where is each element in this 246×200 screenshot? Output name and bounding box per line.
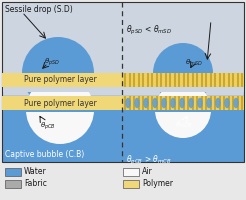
Text: $\theta_{mSD}$: $\theta_{mSD}$	[185, 58, 203, 68]
Text: Polymer: Polymer	[142, 180, 173, 188]
Text: Captive bubble (C.B): Captive bubble (C.B)	[5, 150, 84, 159]
Ellipse shape	[233, 98, 239, 108]
Ellipse shape	[134, 98, 140, 108]
Ellipse shape	[161, 98, 167, 108]
Ellipse shape	[125, 98, 131, 108]
Text: Pure polymer layer: Pure polymer layer	[24, 98, 96, 108]
Text: $\theta_{pCB}$ > $\theta_{mCB}$: $\theta_{pCB}$ > $\theta_{mCB}$	[126, 154, 172, 167]
Text: Air: Air	[142, 168, 153, 176]
Ellipse shape	[224, 98, 230, 108]
Circle shape	[153, 43, 213, 103]
Bar	[122, 73, 244, 87]
Ellipse shape	[215, 98, 221, 108]
Ellipse shape	[197, 98, 203, 108]
Text: Fabric: Fabric	[24, 180, 47, 188]
Ellipse shape	[188, 98, 194, 108]
Ellipse shape	[170, 98, 176, 108]
Text: $\theta_{pSD}$: $\theta_{pSD}$	[44, 56, 60, 68]
Circle shape	[22, 37, 94, 109]
Text: Pure polymer layer: Pure polymer layer	[24, 98, 96, 108]
Ellipse shape	[143, 98, 149, 108]
Bar	[123, 180, 139, 188]
Bar	[122, 73, 244, 87]
Circle shape	[26, 76, 94, 144]
Ellipse shape	[125, 98, 131, 108]
Ellipse shape	[143, 98, 149, 108]
Bar	[2, 96, 244, 162]
Text: $\theta_{pSD}$ < $\theta_{mSD}$: $\theta_{pSD}$ < $\theta_{mSD}$	[126, 24, 172, 37]
Bar	[3, 96, 121, 112]
Bar	[122, 96, 244, 110]
Bar	[123, 168, 139, 176]
Ellipse shape	[197, 98, 203, 108]
Ellipse shape	[179, 98, 185, 108]
Bar	[122, 96, 244, 110]
Text: Pure polymer layer: Pure polymer layer	[24, 75, 96, 84]
Text: $\theta_{mCB}$: $\theta_{mCB}$	[175, 120, 193, 130]
Bar	[3, 73, 121, 92]
Bar	[2, 96, 122, 110]
Ellipse shape	[224, 98, 230, 108]
Ellipse shape	[233, 98, 239, 108]
Text: Water: Water	[24, 168, 47, 176]
Ellipse shape	[170, 98, 176, 108]
Text: Sessile drop (S.D): Sessile drop (S.D)	[5, 5, 73, 14]
Text: Pure polymer layer: Pure polymer layer	[24, 75, 96, 84]
Bar	[123, 96, 244, 112]
Bar	[2, 2, 244, 96]
Ellipse shape	[152, 98, 158, 108]
Bar	[123, 73, 244, 92]
Ellipse shape	[206, 98, 212, 108]
Bar	[2, 73, 122, 87]
Ellipse shape	[179, 98, 185, 108]
Text: $\theta_{pCB}$: $\theta_{pCB}$	[40, 120, 56, 132]
Bar	[5, 180, 21, 188]
Ellipse shape	[188, 98, 194, 108]
Bar	[2, 73, 122, 87]
Ellipse shape	[134, 98, 140, 108]
Bar	[2, 96, 122, 110]
Ellipse shape	[215, 98, 221, 108]
Circle shape	[155, 82, 211, 138]
Ellipse shape	[161, 98, 167, 108]
Ellipse shape	[206, 98, 212, 108]
Ellipse shape	[152, 98, 158, 108]
Bar	[5, 168, 21, 176]
